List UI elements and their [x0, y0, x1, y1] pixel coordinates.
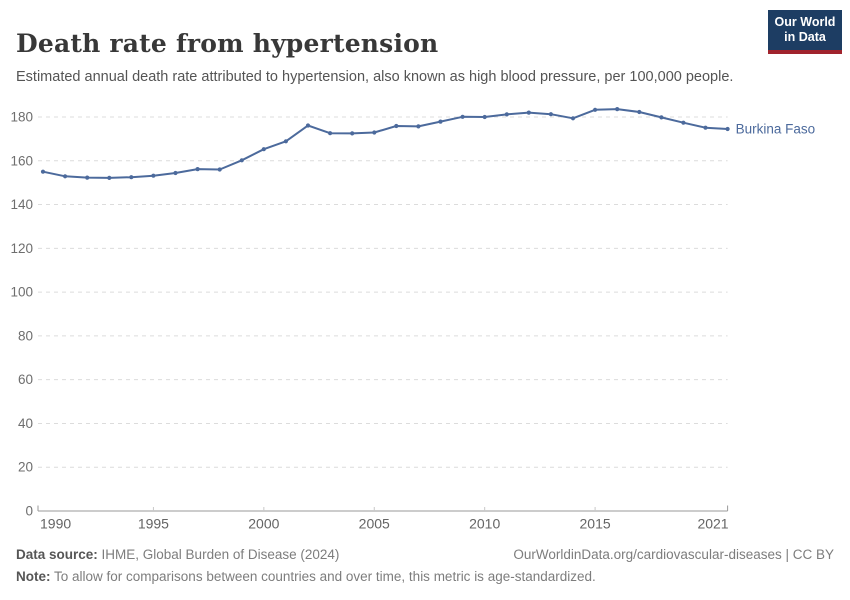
data-point[interactable] [548, 112, 554, 117]
data-point[interactable] [239, 158, 244, 163]
y-tick-label: 100 [10, 285, 33, 300]
data-source-value: IHME, Global Burden of Disease (2024) [97, 547, 340, 562]
attribution-link[interactable]: OurWorldinData.org/cardiovascular-diseas… [513, 547, 834, 562]
data-point[interactable] [526, 110, 531, 115]
data-source-text: Data source: IHME, Global Burden of Dise… [16, 547, 339, 562]
data-point[interactable] [107, 175, 112, 180]
data-point[interactable] [129, 175, 134, 180]
owid-logo[interactable]: Our World in Data [768, 10, 842, 54]
data-point[interactable] [416, 124, 421, 129]
data-point[interactable] [85, 175, 90, 180]
chart-svg: 0 20 40 60 80 100 120 140 160 180 1990 1995 2000 2005… [10, 107, 816, 532]
data-point[interactable] [460, 114, 465, 119]
y-tick-label: 120 [10, 241, 33, 256]
data-point[interactable] [305, 123, 311, 128]
data-point[interactable] [659, 115, 664, 120]
x-tick-label: 2005 [359, 516, 390, 532]
data-point[interactable] [151, 173, 156, 178]
series-line-burkina-faso[interactable] [42, 108, 729, 179]
y-tick-label: 40 [18, 416, 33, 431]
data-point[interactable] [438, 119, 443, 124]
data-point[interactable] [63, 174, 68, 179]
data-point[interactable] [40, 169, 46, 174]
x-tick-label: 1995 [138, 516, 169, 532]
owid-logo-line2: in Data [784, 30, 826, 44]
data-source-label: Data source: [16, 547, 98, 562]
data-point[interactable] [195, 167, 200, 172]
data-point[interactable] [372, 130, 377, 135]
y-tick-label: 140 [10, 197, 33, 212]
data-point[interactable] [261, 147, 266, 152]
y-tick-label: 180 [10, 110, 33, 125]
data-point[interactable] [615, 107, 620, 112]
footer-row-source: Data source: IHME, Global Burden of Dise… [16, 547, 834, 562]
data-point[interactable] [681, 120, 686, 125]
x-tick-label: 2000 [248, 516, 279, 532]
data-point[interactable] [482, 114, 487, 120]
data-point[interactable] [283, 139, 288, 144]
data-point[interactable] [173, 170, 178, 176]
x-tick-label: 2021 [697, 516, 728, 532]
page-title: Death rate from hypertension [16, 28, 439, 58]
x-tick-label: 1990 [40, 516, 71, 532]
x-tick-label: 2015 [580, 516, 611, 532]
chart-subtitle: Estimated annual death rate attributed t… [16, 68, 734, 85]
data-point[interactable] [593, 107, 598, 112]
data-point[interactable] [217, 167, 222, 172]
y-tick-label: 0 [25, 504, 33, 519]
entity-label[interactable]: Burkina Faso [736, 122, 816, 137]
y-tick-label: 20 [18, 460, 33, 475]
y-tick-label: 80 [18, 328, 33, 343]
x-tick-label: 2010 [469, 516, 500, 532]
data-point[interactable] [725, 126, 730, 132]
note-value: To allow for comparisons between countri… [50, 569, 596, 584]
line-chart-area[interactable]: 0 20 40 60 80 100 120 140 160 180 1990 1995 2000 2005… [0, 95, 850, 540]
y-tick-label: 160 [10, 153, 33, 168]
y-tick-label: 60 [18, 372, 33, 387]
data-point[interactable] [703, 125, 708, 130]
data-point[interactable] [350, 131, 355, 136]
owid-logo-line1: Our World [774, 15, 836, 29]
footer-row-note: Note: To allow for comparisons between c… [16, 569, 834, 584]
data-point[interactable] [637, 109, 642, 115]
data-point[interactable] [394, 123, 399, 129]
data-point[interactable] [328, 131, 333, 136]
data-point[interactable] [570, 116, 576, 121]
note-label: Note: [16, 569, 51, 584]
data-point[interactable] [504, 112, 509, 117]
